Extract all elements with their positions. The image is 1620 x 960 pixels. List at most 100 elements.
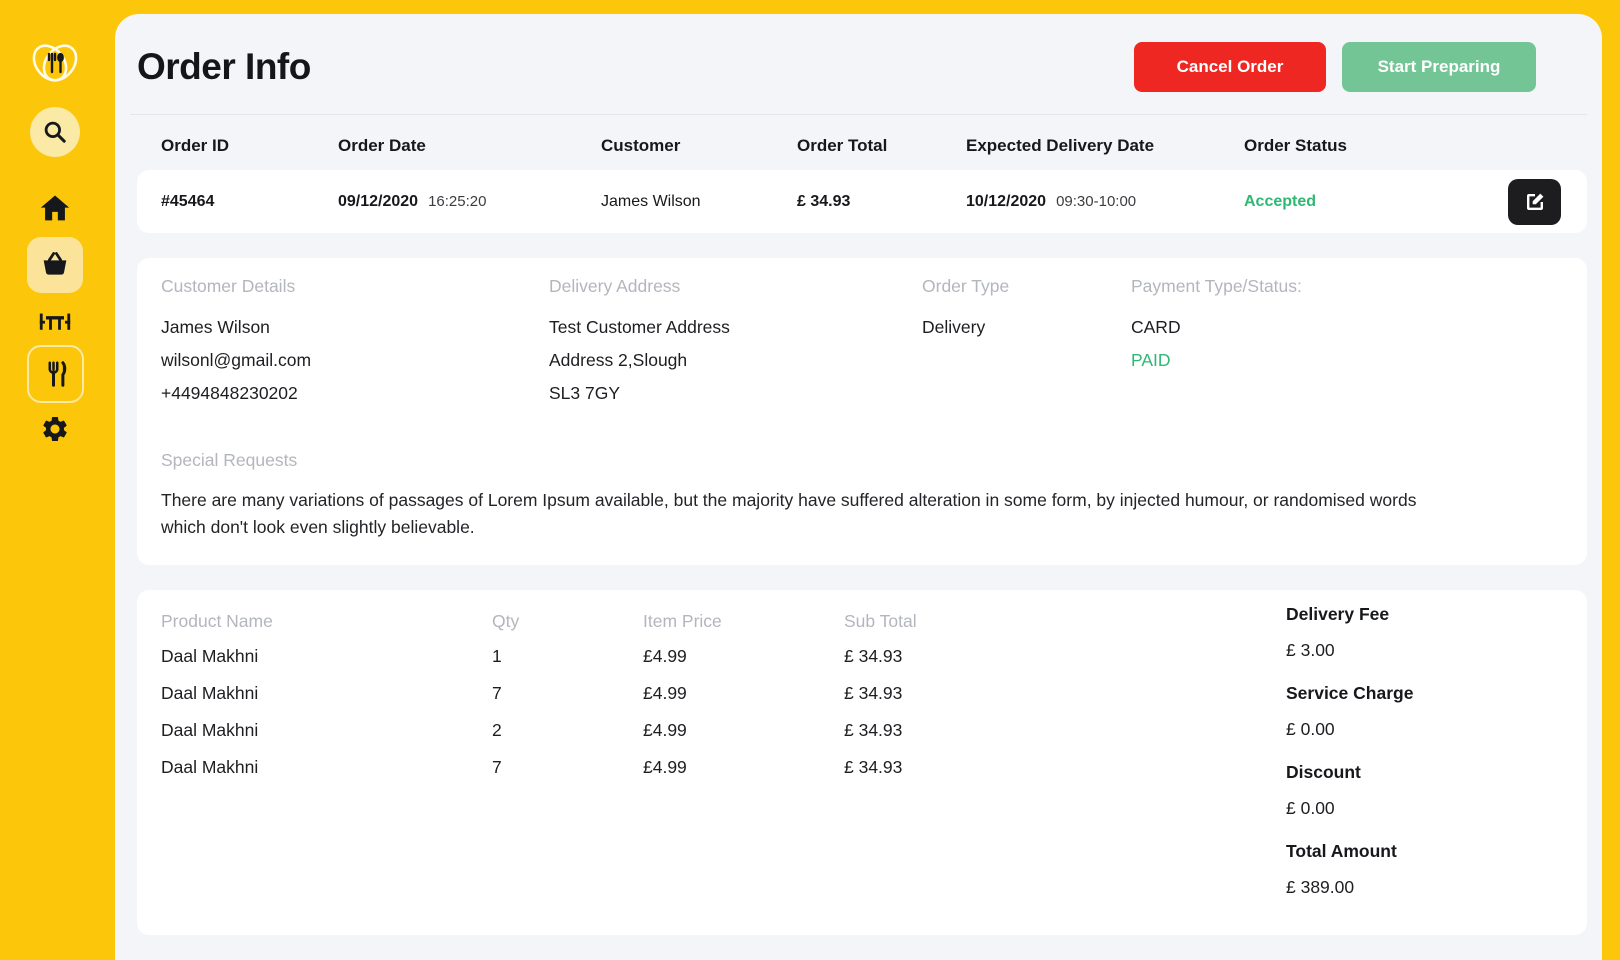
payment-type-value: CARD — [1131, 317, 1181, 337]
product-name: Daal Makhni — [161, 646, 259, 666]
discount-value: £ 0.00 — [1286, 798, 1335, 818]
product-row: Daal Makhni 7 £4.99 £ 34.93 — [161, 675, 1161, 712]
service-charge-block: Service Charge £ 0.00 — [1286, 683, 1566, 740]
order-status-badge: Accepted — [1244, 192, 1317, 210]
search-icon — [44, 121, 66, 143]
col-sub-total: Sub Total — [844, 610, 917, 631]
sidebar-item-tables[interactable] — [36, 303, 74, 337]
product-row: Daal Makhni 1 £4.99 £ 34.93 — [161, 638, 1161, 675]
order-summary-row: #45464 09/12/2020 16:25:20 James Wilson … — [137, 170, 1587, 233]
sidebar — [0, 0, 115, 960]
main-panel: Order Info Cancel Order Start Preparing … — [115, 14, 1602, 960]
order-type-value: Delivery — [922, 317, 986, 337]
delivery-fee-label: Delivery Fee — [1286, 604, 1390, 624]
restaurant-logo — [27, 34, 83, 90]
delivery-fee-value: £ 3.00 — [1286, 640, 1335, 660]
address-line-3: SL3 7GY — [549, 383, 621, 403]
basket-icon — [43, 252, 67, 275]
product-row: Daal Makhni 2 £4.99 £ 34.93 — [161, 712, 1161, 749]
edit-order-button[interactable] — [1508, 178, 1561, 225]
product-subtotal: £ 34.93 — [844, 646, 903, 666]
total-amount-label: Total Amount — [1286, 841, 1397, 861]
address-line-1: Test Customer Address — [549, 317, 730, 337]
col-expected-delivery-date: Expected Delivery Date — [966, 136, 1155, 155]
restaurant-logo-icon — [32, 44, 78, 82]
service-charge-label: Service Charge — [1286, 683, 1414, 703]
product-subtotal: £ 34.93 — [844, 757, 903, 777]
col-order-total: Order Total — [797, 136, 888, 155]
order-type-block: Order Type Delivery — [922, 276, 1131, 410]
delivery-window-value: 09:30-10:00 — [1056, 192, 1137, 210]
payment-status-value: PAID — [1131, 350, 1171, 370]
customer-phone: +4494848230202 — [161, 383, 298, 403]
order-summary-header: Order ID Order Date Customer Order Total… — [115, 115, 1602, 170]
sidebar-item-settings[interactable] — [38, 412, 72, 446]
payment-block: Payment Type/Status: CARD PAID — [1131, 276, 1563, 410]
table-chairs-icon — [39, 313, 71, 330]
order-time-value: 16:25:20 — [428, 192, 487, 210]
products-card: Product Name Qty Item Price Sub Total Da… — [137, 590, 1587, 935]
col-order-id: Order ID — [161, 136, 230, 155]
product-price: £4.99 — [643, 720, 687, 740]
header-actions: Cancel Order Start Preparing — [1134, 42, 1536, 92]
service-charge-value: £ 0.00 — [1286, 719, 1335, 739]
delivery-address-block: Delivery Address Test Customer Address A… — [549, 276, 922, 410]
product-qty: 7 — [492, 757, 502, 777]
delivery-address-label: Delivery Address — [549, 276, 681, 296]
product-qty: 1 — [492, 646, 502, 666]
special-requests-label: Special Requests — [161, 450, 298, 470]
col-customer: Customer — [601, 136, 681, 155]
product-subtotal: £ 34.93 — [844, 683, 903, 703]
payment-type-label: Payment Type/Status: — [1131, 276, 1302, 296]
order-totals: Delivery Fee £ 3.00 Service Charge £ 0.0… — [1286, 604, 1566, 898]
product-name: Daal Makhni — [161, 720, 259, 740]
sidebar-item-home[interactable] — [38, 192, 72, 226]
delivery-date-value: 10/12/2020 — [966, 192, 1047, 210]
order-type-label: Order Type — [922, 276, 1010, 296]
product-qty: 7 — [492, 683, 502, 703]
fork-knife-icon — [48, 361, 66, 387]
customer-value: James Wilson — [601, 192, 701, 210]
product-qty: 2 — [492, 720, 502, 740]
product-subtotal: £ 34.93 — [844, 720, 903, 740]
product-price: £4.99 — [643, 646, 687, 666]
col-product-name: Product Name — [161, 610, 273, 631]
sidebar-item-orders[interactable] — [27, 237, 83, 293]
home-icon — [40, 195, 70, 221]
discount-label: Discount — [1286, 762, 1361, 782]
customer-details-block: Customer Details James Wilson wilsonl@gm… — [161, 276, 549, 410]
special-requests-text: There are many variations of passages of… — [161, 490, 1417, 537]
total-amount-value: £ 389.00 — [1286, 877, 1355, 897]
special-requests-block: Special Requests There are many variatio… — [161, 450, 1563, 541]
products-header: Product Name Qty Item Price Sub Total — [161, 604, 1161, 638]
col-item-price: Item Price — [643, 610, 722, 631]
page-header: Order Info Cancel Order Start Preparing — [115, 14, 1602, 114]
customer-name: James Wilson — [161, 317, 270, 337]
col-order-date: Order Date — [338, 136, 426, 155]
page-title: Order Info — [137, 46, 311, 87]
order-id-value: #45464 — [161, 192, 215, 210]
discount-block: Discount £ 0.00 — [1286, 762, 1566, 819]
edit-icon — [1526, 193, 1543, 210]
customer-details-label: Customer Details — [161, 276, 296, 296]
delivery-fee-block: Delivery Fee £ 3.00 — [1286, 604, 1566, 661]
search-button[interactable] — [30, 107, 80, 157]
order-details-card: Customer Details James Wilson wilsonl@gm… — [137, 258, 1587, 565]
header-divider — [130, 114, 1587, 115]
customer-email: wilsonl@gmail.com — [161, 350, 312, 370]
sidebar-item-menu[interactable] — [27, 345, 84, 403]
product-row: Daal Makhni 7 £4.99 £ 34.93 — [161, 749, 1161, 786]
start-preparing-button[interactable]: Start Preparing — [1342, 42, 1536, 92]
product-price: £4.99 — [643, 757, 687, 777]
order-total-value: £ 34.93 — [797, 192, 851, 210]
total-amount-block: Total Amount £ 389.00 — [1286, 841, 1566, 898]
gear-icon — [43, 417, 67, 441]
product-name: Daal Makhni — [161, 757, 259, 777]
cancel-order-button[interactable]: Cancel Order — [1134, 42, 1326, 92]
col-order-status: Order Status — [1244, 136, 1347, 155]
product-name: Daal Makhni — [161, 683, 259, 703]
order-date-value: 09/12/2020 — [338, 192, 419, 210]
address-line-2: Address 2,Slough — [549, 350, 688, 370]
product-price: £4.99 — [643, 683, 687, 703]
col-qty: Qty — [492, 610, 520, 631]
